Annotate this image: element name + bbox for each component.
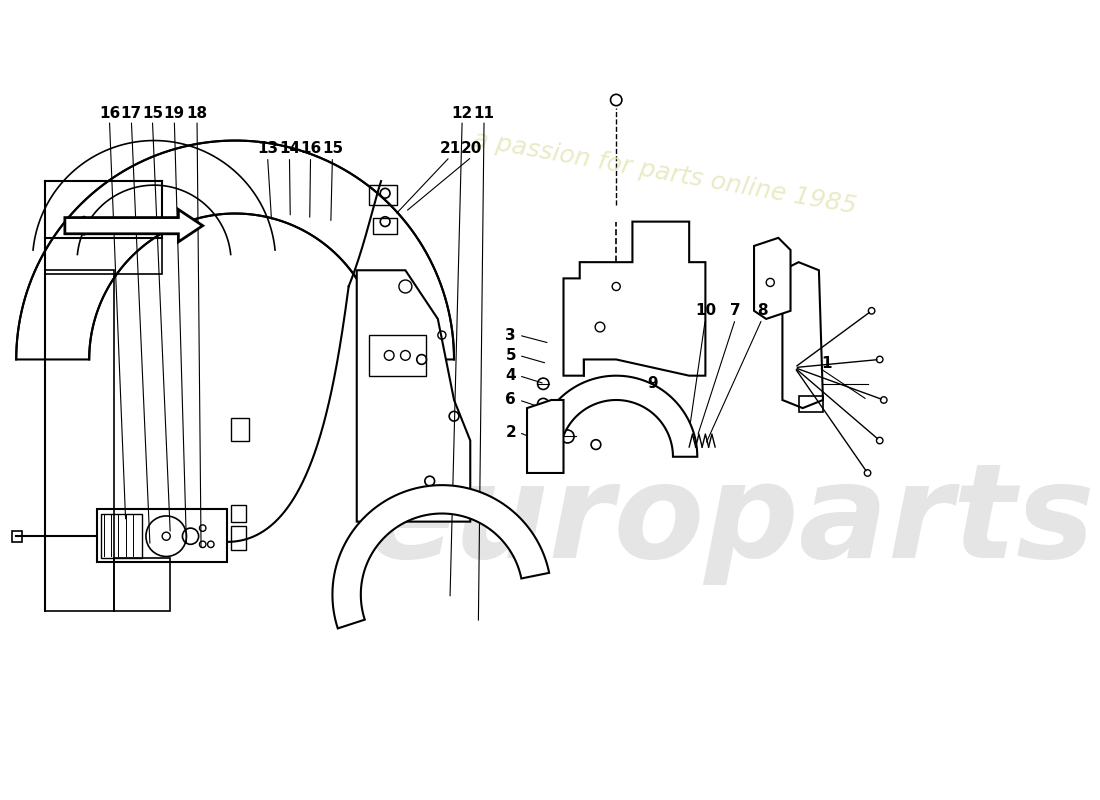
Text: 12: 12 <box>451 106 473 122</box>
Text: 6: 6 <box>505 393 516 407</box>
Polygon shape <box>356 270 471 522</box>
Bar <box>368 185 397 206</box>
Bar <box>97 510 227 562</box>
Text: 15: 15 <box>142 106 163 122</box>
Text: 11: 11 <box>473 106 495 122</box>
Polygon shape <box>563 222 705 376</box>
Text: a passion for parts online 1985: a passion for parts online 1985 <box>471 127 858 218</box>
Polygon shape <box>754 238 791 319</box>
Text: 16: 16 <box>300 141 321 156</box>
Text: 2: 2 <box>505 425 516 440</box>
Bar <box>231 526 245 550</box>
Text: 16: 16 <box>99 106 120 122</box>
Text: 9: 9 <box>648 376 658 391</box>
Text: 1: 1 <box>822 356 833 371</box>
Text: 3: 3 <box>506 328 516 342</box>
Text: 8: 8 <box>757 303 768 318</box>
Text: 15: 15 <box>322 141 343 156</box>
Text: 4: 4 <box>506 368 516 383</box>
Bar <box>799 396 823 412</box>
Text: 20: 20 <box>461 141 483 156</box>
Bar <box>368 335 426 376</box>
Polygon shape <box>65 210 202 242</box>
Text: 5: 5 <box>506 348 516 363</box>
Bar <box>231 418 249 441</box>
Polygon shape <box>782 262 823 408</box>
Text: 10: 10 <box>695 303 716 318</box>
Polygon shape <box>16 141 454 359</box>
Bar <box>113 558 170 611</box>
Text: 14: 14 <box>279 141 300 156</box>
Bar <box>231 506 245 522</box>
Polygon shape <box>527 400 563 473</box>
Bar <box>101 514 142 558</box>
Polygon shape <box>16 157 471 643</box>
Bar <box>12 530 22 542</box>
Text: 21: 21 <box>439 141 461 156</box>
Text: 18: 18 <box>187 106 208 122</box>
Text: europarts: europarts <box>365 458 1094 585</box>
Text: 13: 13 <box>257 141 278 156</box>
Bar <box>373 218 397 234</box>
Text: 17: 17 <box>121 106 142 122</box>
Polygon shape <box>535 376 697 457</box>
Bar <box>45 181 162 274</box>
Bar <box>45 270 113 611</box>
Polygon shape <box>332 485 549 629</box>
Text: 19: 19 <box>164 106 185 122</box>
Text: 7: 7 <box>730 303 740 318</box>
